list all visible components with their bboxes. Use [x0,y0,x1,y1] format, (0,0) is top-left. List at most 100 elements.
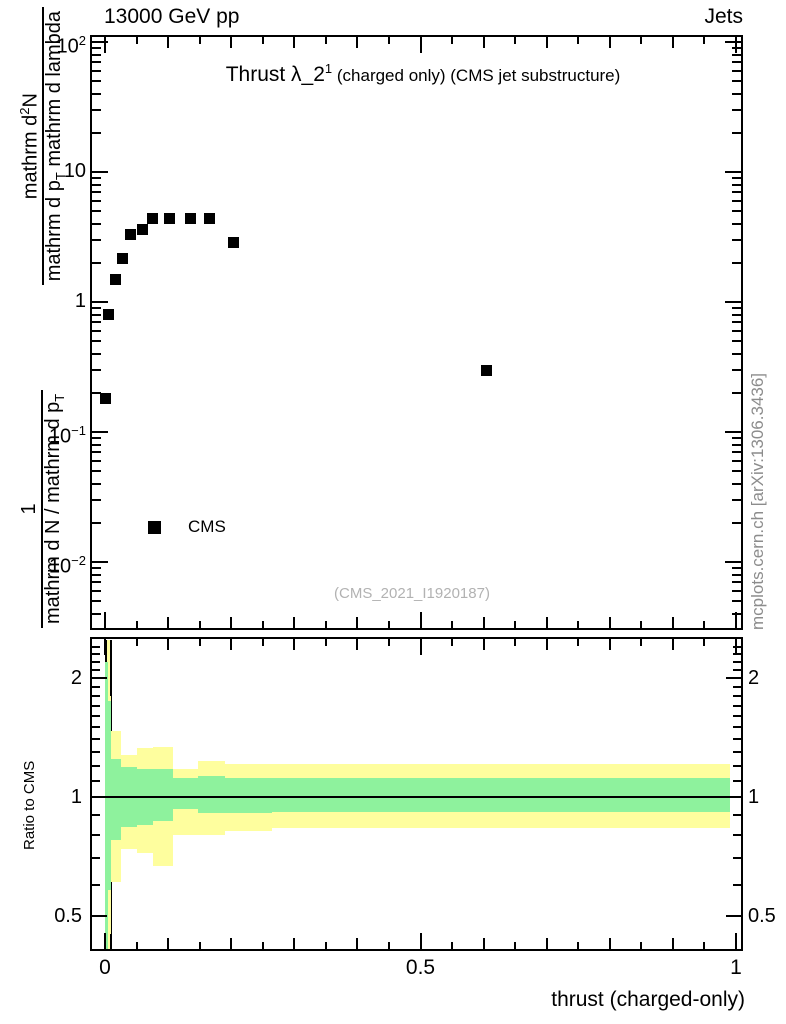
ratio-top-x-tick [167,639,170,650]
ratio-y-axis-tick [92,914,107,917]
main-y-axis-tick [92,391,101,394]
plot-title: Thrust λ_21 (charged only) (CMS jet subs… [226,61,621,87]
main-bottom-x-tick [671,617,674,628]
main-top-x-tick [735,37,737,48]
main-y-axis-tick [92,589,101,592]
main-bottom-x-tick [703,621,706,628]
main-bottom-x-tick [167,617,170,628]
main-y-axis-tick [92,131,101,134]
ratio-band-green [173,777,199,810]
ratio-y-axis-tick [92,738,100,741]
ratio-bottom-x-tick [167,938,170,949]
ratio-top-x-tick [577,639,580,646]
main-y-axis-tick [732,470,741,473]
ratio-y-axis-tick [92,779,100,782]
main-y-axis-tick [732,451,741,454]
y-tick-label: 10−2 [34,550,86,578]
main-y-axis-tick [732,443,741,446]
ratio-y-tick-label: 0.5 [748,904,776,927]
ratio-top-x-tick [640,639,643,646]
main-y-axis-tick [92,92,101,95]
ratio-y-axis-tick [92,857,100,860]
main-bottom-x-tick [387,621,390,628]
ratio-bottom-x-tick [356,938,359,949]
data-point [227,237,239,249]
ratio-y-tick-label: 1 [748,786,760,808]
main-y-axis-tick [92,306,101,309]
ratio-bottom-x-tick [608,938,611,949]
main-y-axis-tick [92,600,101,603]
ratio-bottom-x-tick [703,942,706,949]
ratio-bottom-x-tick [387,942,390,949]
x-tick-label: 0.5 [405,956,436,979]
ratio-bottom-x-tick [104,933,106,949]
main-y-axis-tick [732,183,741,186]
legend: CMS [148,517,226,537]
ratio-band-green [108,701,112,891]
mcplots-credit: mcplots.cern.ch [arXiv:1306.3436] [748,372,767,630]
x-axis-label: thrust (charged-only) [551,988,745,1011]
main-y-axis-tick [92,470,101,473]
ratio-y-axis-tick [733,750,741,753]
main-y-axis-tick [725,171,741,173]
ratio-top-x-tick [387,639,390,646]
ratio-y-tick-label: 0.5 [54,904,82,927]
ratio-y-axis-tick [733,685,741,688]
data-point [164,213,176,225]
ratio-y-tick-label: 1 [70,786,82,808]
main-y-axis-tick [725,41,741,43]
main-y-axis-tick [732,566,741,569]
ratio-bottom-x-tick [640,942,643,949]
main-y-axis-tick [92,573,101,576]
main-y-axis-tick [732,340,741,343]
ratio-top-x-tick [451,639,454,646]
main-y-axis-tick [92,561,108,563]
ratio-y-axis-tick [92,726,100,729]
main-top-x-tick [514,37,517,44]
main-y-axis-tick [732,589,741,592]
plot-title-superscript: 1 [324,61,333,76]
y-axis-label: 1 mathrm d N / mathrm d pT mathrm d2N ma… [3,3,83,632]
ratio-y-axis-tick [733,883,741,886]
main-y-axis-tick [732,368,741,371]
label-segment: mathrm d p [43,180,66,282]
ratio-bottom-x-tick [135,942,138,949]
main-y-axis-tick [732,573,741,576]
main-y-axis-tick [92,301,108,303]
main-y-axis-tick [92,171,108,173]
main-y-axis-tick [92,482,101,485]
analysis-group-label: Jets [704,5,743,28]
ratio-y-axis-tick [92,883,100,886]
main-y-axis-tick [732,69,741,72]
main-y-axis-tick [92,436,101,439]
x-tick-label: 0 [99,956,111,979]
main-top-x-tick [230,37,233,48]
ratio-y-axis-tick [733,668,741,671]
ratio-y-axis-tick [92,660,100,663]
main-y-axis-tick [732,80,741,83]
main-y-axis-tick [725,301,741,303]
main-bottom-x-tick [135,621,138,628]
main-y-axis-tick [92,41,108,43]
ratio-y-axis-tick [726,914,741,917]
legend-square-marker-icon [148,520,161,534]
main-y-axis-tick [92,199,101,202]
ratio-y-axis-tick [733,779,741,782]
label-segment: N [19,93,42,108]
main-bottom-x-tick [735,617,737,628]
ratio-bottom-x-tick [482,938,485,949]
ratio-y-axis-tick [92,685,100,688]
main-y-axis-tick [92,53,101,56]
main-y-axis-tick [732,199,741,202]
ratio-top-x-tick [198,639,201,646]
ratio-top-x-tick [514,639,517,646]
data-point [136,224,148,236]
main-y-axis-tick [92,238,101,241]
main-bottom-x-tick [640,621,643,628]
ratio-y-axis-tick [92,796,107,798]
main-y-axis-tick [732,108,741,111]
ratio-top-x-tick [104,639,106,655]
y-tick-label-exponent: −2 [71,553,86,568]
ratio-bottom-x-tick [261,942,264,949]
main-bottom-x-tick [451,621,454,628]
